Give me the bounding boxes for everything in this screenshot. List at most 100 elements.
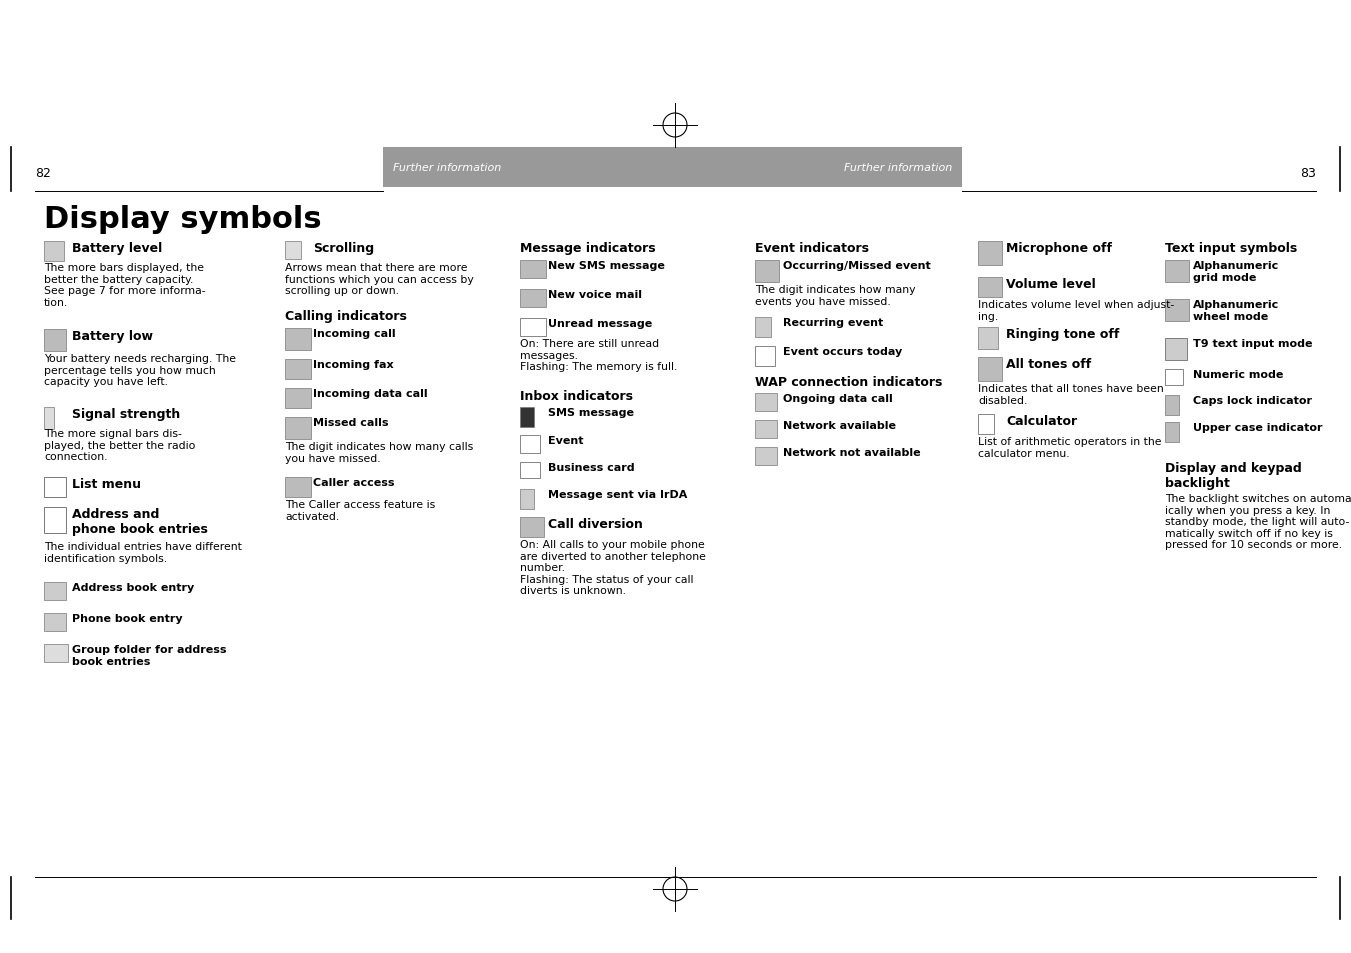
Bar: [520, 517, 544, 537]
Text: Message sent via IrDA: Message sent via IrDA: [549, 490, 688, 499]
Text: Missed calls: Missed calls: [313, 417, 389, 428]
Text: The Caller access feature is
activated.: The Caller access feature is activated.: [285, 499, 435, 521]
Text: Event occurs today: Event occurs today: [784, 347, 902, 356]
Text: Business card: Business card: [549, 462, 635, 473]
Text: The individual entries have different
identification symbols.: The individual entries have different id…: [45, 541, 242, 563]
Text: The more bars displayed, the
better the battery capacity.
See page 7 for more in: The more bars displayed, the better the …: [45, 263, 205, 308]
Text: Alphanumeric
grid mode: Alphanumeric grid mode: [1193, 261, 1279, 282]
Text: The backlight switches on automat-
ically when you press a key. In
standby mode,: The backlight switches on automat- icall…: [1165, 494, 1351, 550]
Bar: [1165, 261, 1189, 283]
Bar: [755, 261, 780, 283]
Text: Incoming fax: Incoming fax: [313, 359, 393, 370]
Text: All tones off: All tones off: [1006, 357, 1092, 371]
Text: Microphone off: Microphone off: [1006, 242, 1112, 254]
Bar: [755, 394, 777, 412]
Bar: [755, 347, 775, 367]
Text: On: There are still unread
messages.
Flashing: The memory is full.: On: There are still unread messages. Fla…: [520, 338, 677, 372]
Text: Signal strength: Signal strength: [72, 408, 180, 420]
Bar: [755, 317, 771, 337]
Text: Your battery needs recharging. The
percentage tells you how much
capacity you ha: Your battery needs recharging. The perce…: [45, 354, 236, 387]
Text: New voice mail: New voice mail: [549, 290, 642, 299]
Text: New SMS message: New SMS message: [549, 261, 665, 271]
Text: On: All calls to your mobile phone
are diverted to another telephone
number.
Fla: On: All calls to your mobile phone are d…: [520, 539, 705, 596]
Text: Upper case indicator: Upper case indicator: [1193, 422, 1323, 433]
Bar: [978, 277, 1002, 297]
Text: Call diversion: Call diversion: [549, 517, 643, 531]
Bar: [978, 415, 994, 435]
Text: Battery level: Battery level: [72, 242, 162, 254]
Bar: [45, 644, 68, 662]
Text: Battery low: Battery low: [72, 330, 153, 343]
Text: Address and
phone book entries: Address and phone book entries: [72, 507, 208, 536]
Bar: [755, 420, 777, 438]
Bar: [755, 448, 777, 465]
Text: Numeric mode: Numeric mode: [1193, 370, 1283, 379]
Text: The digit indicates how many calls
you have missed.: The digit indicates how many calls you h…: [285, 441, 473, 463]
Text: Recurring event: Recurring event: [784, 317, 884, 328]
Bar: [45, 582, 66, 600]
Text: Caps lock indicator: Caps lock indicator: [1193, 395, 1312, 406]
Text: List of arithmetic operators in the
calculator menu.: List of arithmetic operators in the calc…: [978, 436, 1162, 458]
Bar: [45, 330, 66, 352]
Text: 82: 82: [35, 167, 51, 180]
Bar: [45, 477, 66, 497]
Text: 83: 83: [1300, 167, 1316, 180]
Bar: [382, 148, 962, 188]
Bar: [45, 242, 63, 262]
Text: Message indicators: Message indicators: [520, 242, 655, 254]
Text: SMS message: SMS message: [549, 408, 634, 417]
Text: Alphanumeric
wheel mode: Alphanumeric wheel mode: [1193, 299, 1279, 321]
Text: Occurring/Missed event: Occurring/Missed event: [784, 261, 931, 271]
Text: Group folder for address
book entries: Group folder for address book entries: [72, 644, 227, 666]
Bar: [520, 462, 540, 478]
Text: Volume level: Volume level: [1006, 277, 1096, 291]
Text: Incoming data call: Incoming data call: [313, 389, 428, 398]
Text: Calling indicators: Calling indicators: [285, 310, 407, 323]
Text: T9 text input mode: T9 text input mode: [1193, 338, 1313, 349]
Bar: [520, 318, 546, 336]
Bar: [285, 477, 311, 497]
Text: Ongoing data call: Ongoing data call: [784, 394, 893, 403]
Text: Calculator: Calculator: [1006, 415, 1077, 428]
Bar: [285, 417, 311, 439]
Text: Incoming call: Incoming call: [313, 329, 396, 338]
Bar: [1165, 422, 1179, 442]
Text: Display symbols: Display symbols: [45, 205, 322, 233]
Text: Network not available: Network not available: [784, 448, 920, 457]
Bar: [45, 507, 66, 534]
Bar: [978, 357, 1002, 381]
Text: Event: Event: [549, 436, 584, 446]
Text: Further information: Further information: [844, 163, 952, 172]
Bar: [520, 490, 534, 510]
Bar: [1165, 338, 1188, 360]
Bar: [45, 408, 54, 430]
Bar: [1165, 299, 1189, 322]
Text: Phone book entry: Phone book entry: [72, 614, 182, 623]
Bar: [1165, 370, 1183, 386]
Bar: [285, 359, 311, 379]
Text: Scrolling: Scrolling: [313, 242, 374, 254]
Text: Indicates volume level when adjust-
ing.: Indicates volume level when adjust- ing.: [978, 299, 1174, 321]
Bar: [45, 614, 66, 631]
Text: List menu: List menu: [72, 477, 141, 491]
Text: WAP connection indicators: WAP connection indicators: [755, 375, 943, 389]
Text: Unread message: Unread message: [549, 318, 653, 329]
Bar: [1165, 395, 1179, 416]
Text: Address book entry: Address book entry: [72, 582, 195, 593]
Text: Network available: Network available: [784, 420, 896, 431]
Bar: [520, 408, 534, 428]
Text: The more signal bars dis-
played, the better the radio
connection.: The more signal bars dis- played, the be…: [45, 429, 196, 461]
Bar: [520, 290, 546, 308]
Bar: [285, 242, 301, 260]
Text: Text input symbols: Text input symbols: [1165, 242, 1297, 254]
Text: Arrows mean that there are more
functions which you can access by
scrolling up o: Arrows mean that there are more function…: [285, 263, 474, 295]
Text: Display and keypad
backlight: Display and keypad backlight: [1165, 461, 1302, 490]
Text: Event indicators: Event indicators: [755, 242, 869, 254]
Text: Indicates that all tones have been
disabled.: Indicates that all tones have been disab…: [978, 384, 1163, 405]
Text: Inbox indicators: Inbox indicators: [520, 390, 634, 402]
Bar: [520, 261, 546, 278]
Text: Ringing tone off: Ringing tone off: [1006, 328, 1120, 340]
Bar: [285, 329, 311, 351]
Text: Further information: Further information: [393, 163, 501, 172]
Text: Caller access: Caller access: [313, 477, 394, 488]
